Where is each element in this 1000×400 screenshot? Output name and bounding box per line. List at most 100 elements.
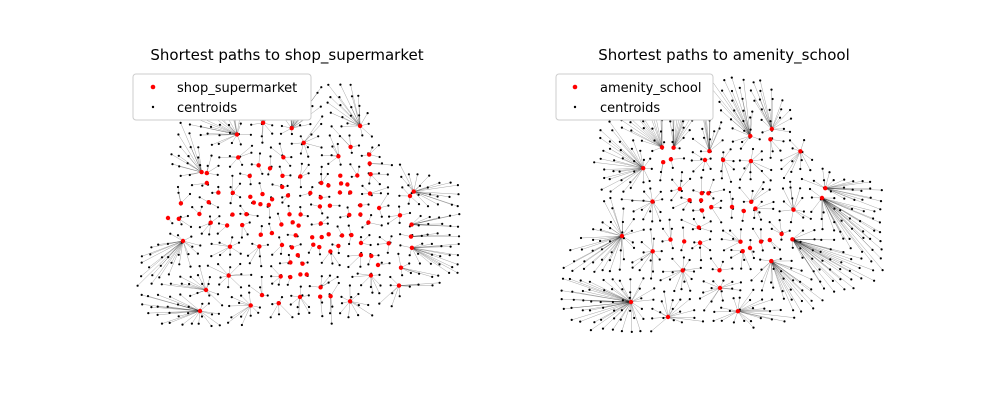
shortest-path-line [612,279,632,303]
centroid-point [800,299,804,303]
centroid-point [792,309,795,312]
centroid-point [327,162,330,165]
centroid-point [800,177,804,181]
shortest-path-line [737,311,785,322]
centroid-point [582,299,585,302]
centroid-point [599,129,602,132]
centroid-point [206,264,209,267]
centroid-point [860,277,863,280]
centroid-point [609,227,612,230]
centroid-point [671,129,674,132]
shortest-path-line [350,301,369,306]
centroid-point [749,171,752,174]
shortest-path-line [590,301,632,331]
centroid-point [361,184,364,187]
centroid-point [197,156,200,159]
target-point [738,239,743,244]
centroid-point [649,187,652,190]
centroid-point [368,234,371,237]
shortest-path-line [821,197,883,271]
shortest-path-line [652,316,669,319]
shortest-path-line [584,235,623,262]
centroid-point [379,192,382,195]
centroid-point [850,207,854,211]
centroid-point [387,222,390,225]
centroid-point [380,261,383,264]
centroid-point [728,309,732,312]
centroid-point [180,282,183,285]
centroid-point [278,236,281,239]
centroid-point [261,141,264,144]
shortest-path-line [771,128,791,133]
panel-shop-supermarket: Shortest paths to shop_supermarket shop_… [132,46,461,328]
centroid-point [701,127,704,130]
centroid-point [330,125,333,128]
centroid-point [622,207,625,210]
shortest-path-line [792,239,854,289]
shortest-path-line [411,243,459,248]
centroid-point [390,305,393,308]
shortest-path-line [771,260,823,301]
centroid-point [749,178,752,181]
shortest-path-line [247,246,260,256]
shortest-path-line [711,287,721,302]
centroid-point [306,146,309,149]
centroid-point [196,274,200,277]
centroid-point [258,306,261,309]
centroid-point [299,206,302,209]
centroid-point [241,163,244,166]
centroid-point [678,147,681,150]
centroid-point [729,118,733,121]
centroid-point [688,258,691,262]
centroid-point [338,204,341,207]
centroid-point [720,221,723,224]
shortest-path-line [750,160,771,181]
centroid-point [881,269,884,272]
shortest-path-line [170,233,184,242]
centroid-point [321,301,324,304]
shortest-path-line [739,87,751,137]
centroid-point [670,199,673,202]
shortest-path-line [737,308,765,312]
shortest-path-line [398,284,419,286]
centroid-point [420,234,423,237]
target-point [347,299,353,304]
shortest-path-line [721,311,739,321]
centroid-point [628,296,631,299]
target-point [298,272,303,277]
shortest-path-line [709,140,723,152]
shortest-path-line [623,168,644,192]
target-point [386,241,391,246]
centroid-point [751,189,754,193]
shortest-path-line [360,275,372,286]
shortest-path-line [278,303,293,318]
shortest-path-line [792,239,852,260]
centroid-point [862,210,865,213]
centroid-point [286,283,289,286]
target-point [279,242,285,248]
target-point [216,190,221,195]
centroid-point [619,149,622,152]
centroid-point [370,214,373,217]
shortest-path-line [303,123,322,143]
centroid-point [331,305,334,308]
shortest-path-line [821,197,850,240]
target-point [258,202,263,207]
centroid-point [732,237,735,240]
shortest-path-line [821,197,824,213]
centroid-point [719,206,722,209]
centroid-point [599,239,602,243]
shortest-path-line [413,174,418,192]
centroid-point [418,262,421,265]
centroid-point [642,158,646,161]
centroid-point [240,236,243,239]
shortest-path-line [792,239,814,272]
shortest-path-line [602,301,632,329]
centroid-point [457,235,461,238]
shortest-path-line [821,197,835,231]
shortest-path-line [411,246,451,248]
shortest-path-line [359,112,368,127]
centroid-point [720,170,723,173]
shortest-path-line [583,235,623,270]
centroid-point [880,189,883,192]
